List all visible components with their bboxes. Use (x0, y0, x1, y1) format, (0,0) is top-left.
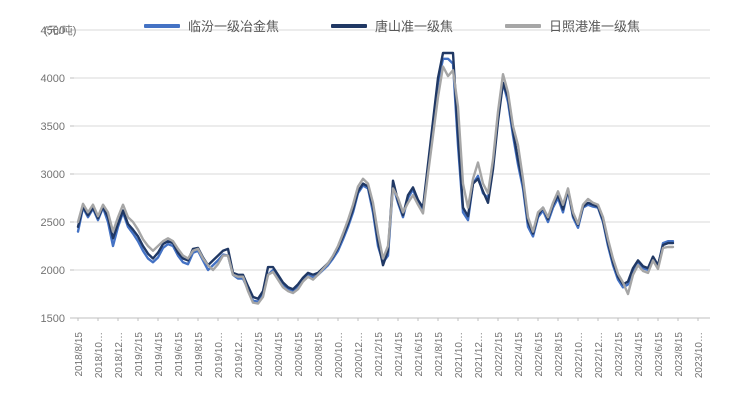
x-axis-tick-label: 2019/4/15 (154, 332, 165, 377)
legend-line-swatch-tangshan (330, 23, 367, 28)
x-axis-tick-label: 2020/10… (334, 332, 345, 378)
x-axis-tick-label: 2022/4/15 (514, 332, 525, 377)
x-axis-tick-label: 2023/10… (694, 332, 705, 378)
y-axis-tick-label: 3500 (41, 121, 65, 133)
x-axis-tick-label: 2020/8/15 (314, 332, 325, 377)
x-axis-tick-label: 2023/2/15 (614, 332, 625, 377)
x-axis-tick-label: 2023/8/15 (674, 332, 685, 377)
legend-label-rizhao: 日照港准一级焦 (549, 19, 641, 34)
x-axis-tick-label: 2021/6/15 (414, 332, 425, 377)
x-axis-tick-label: 2018/12… (114, 332, 125, 378)
x-axis-tick-label: 2022/10… (574, 332, 585, 378)
y-axis-unit-label: (元/吨) (44, 24, 76, 37)
y-axis-tick-label: 1500 (41, 313, 65, 325)
y-axis-tick-label: 4500 (41, 25, 65, 37)
x-axis-tick-label: 2021/12… (474, 332, 485, 378)
legend-label-tangshan: 唐山准一级焦 (374, 19, 453, 34)
x-axis-tick-label: 2020/4/15 (274, 332, 285, 377)
series-line-0 (76, 57, 675, 303)
x-axis-tick-label: 2023/4/15 (634, 332, 645, 377)
x-axis-tick-label: 2018/10… (94, 332, 105, 378)
legend-line-swatch-rizhao (505, 23, 541, 28)
x-axis-tick-label: 2021/8/15 (434, 332, 445, 377)
x-axis-tick-label: 2019/6/15 (174, 332, 185, 377)
y-axis-tick-label: 4000 (41, 73, 65, 85)
x-axis-tick-label: 2018/8/15 (74, 332, 85, 377)
legend-line-swatch-linfen (143, 23, 180, 28)
x-axis-tick-label: 2021/2/15 (374, 332, 385, 377)
series-line-2 (76, 65, 675, 305)
x-axis-tick-label: 2023/6/15 (654, 332, 665, 377)
x-axis-tick-label: 2019/2/15 (134, 332, 145, 377)
x-axis-tick-label: 2019/8/15 (194, 332, 205, 377)
legend: 临汾一级冶金焦 唐山准一级焦 日照港准一级焦 (74, 16, 710, 35)
legend-item-tangshan: 唐山准一级焦 (330, 16, 453, 35)
x-axis-tick-label: 2020/2/15 (254, 332, 265, 377)
x-axis-tick-label: 2022/8/15 (554, 332, 565, 377)
x-axis-tick-label: 2021/4/15 (394, 332, 405, 377)
legend-item-rizhao: 日照港准一级焦 (505, 16, 640, 35)
y-axis-tick-label: 2000 (41, 265, 65, 277)
x-axis-tick-label: 2019/12… (234, 332, 245, 378)
x-axis-tick-label: 2021/10… (454, 332, 465, 378)
y-axis-tick-label: 3000 (41, 169, 65, 181)
x-axis-tick-label: 2022/2/15 (494, 332, 505, 377)
series-line-1 (76, 51, 675, 300)
x-axis-tick-label: 2019/10… (214, 332, 225, 378)
legend-item-linfen: 临汾一级冶金焦 (143, 16, 279, 35)
y-axis-tick-label: 2500 (41, 217, 65, 229)
x-axis-tick-label: 2022/12… (594, 332, 605, 378)
x-axis-tick-label: 2020/6/15 (294, 332, 305, 377)
legend-label-linfen: 临汾一级冶金焦 (187, 19, 279, 34)
x-axis-tick-label: 2020/12… (354, 332, 365, 378)
x-axis-tick-label: 2022/6/15 (534, 332, 545, 377)
